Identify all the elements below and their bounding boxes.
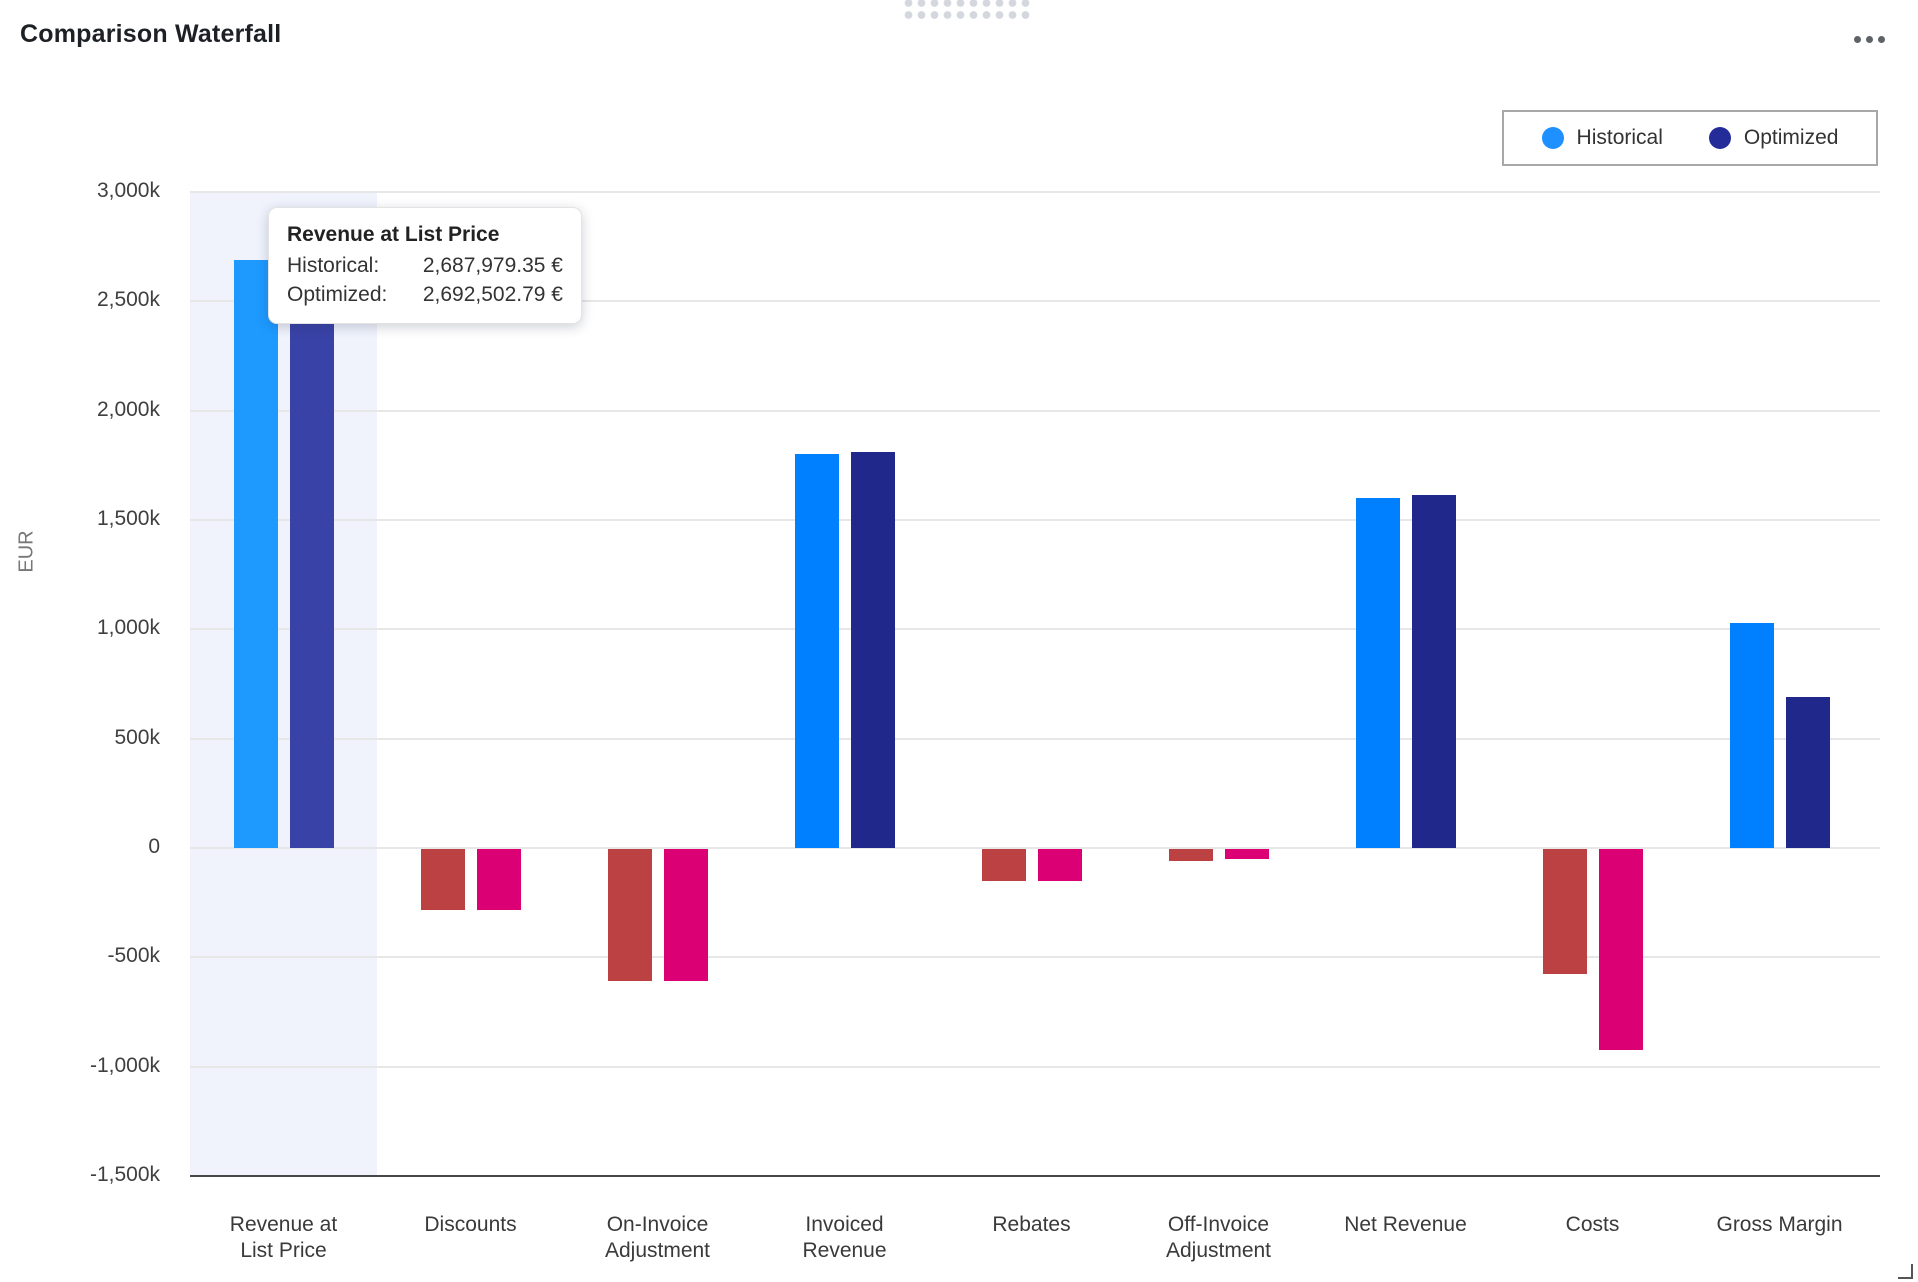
ellipsis-icon <box>1877 35 1885 43</box>
bar-optimized-7[interactable] <box>1598 849 1643 1051</box>
drag-handle-dots-icon[interactable] <box>902 0 1032 21</box>
x-category-label: Gross Margin <box>1716 1213 1843 1236</box>
bar-historical-6[interactable] <box>1355 498 1400 848</box>
legend-label: Historical <box>1576 126 1663 149</box>
x-category-label: Revenue at List Price <box>229 1213 338 1263</box>
x-category-label: Off-Invoice Adjustment <box>1165 1213 1272 1263</box>
bar-historical-3[interactable] <box>794 454 839 848</box>
bar-historical-4[interactable] <box>981 849 1026 881</box>
bar-historical-1[interactable] <box>420 849 465 911</box>
gridline <box>190 956 1880 959</box>
y-tick-label: -1,000k <box>89 1053 160 1077</box>
legend-label: Optimized <box>1743 126 1839 149</box>
ellipsis-icon <box>1865 35 1873 43</box>
x-category-label: Costs <box>1565 1213 1620 1236</box>
bar-historical-5[interactable] <box>1168 849 1213 862</box>
bar-optimized-6[interactable] <box>1411 494 1456 848</box>
y-tick-label: 2,500k <box>96 288 160 312</box>
y-tick-label: 1,000k <box>96 616 160 640</box>
x-category-label: Net Revenue <box>1344 1213 1467 1236</box>
tooltip-label: Optimized: <box>287 282 388 306</box>
tooltip-title: Revenue at List Price <box>287 223 500 246</box>
x-category-label: Invoiced Revenue <box>802 1213 887 1263</box>
legend-item-historical[interactable]: Historical <box>1541 126 1663 150</box>
y-tick-label: 1,500k <box>96 507 160 530</box>
resize-handle[interactable] <box>1898 1264 1913 1279</box>
ellipsis-icon <box>1853 35 1861 43</box>
x-category-label: On-Invoice Adjustment <box>604 1213 711 1263</box>
tooltip-value: 2,692,502.79 € <box>422 282 563 306</box>
historical-series-dot-icon <box>1541 127 1564 149</box>
bar-historical-0[interactable] <box>233 260 278 848</box>
gridline <box>190 737 1880 740</box>
x-axis-line <box>190 1175 1880 1177</box>
legend-item-optimized[interactable]: Optimized <box>1708 126 1839 150</box>
gridline <box>190 300 1880 303</box>
x-category-label: Rebates <box>992 1213 1071 1236</box>
bar-optimized-3[interactable] <box>850 452 895 848</box>
gridline <box>190 847 1880 849</box>
y-tick-label: 2,000k <box>96 397 160 421</box>
highlighted-category-band <box>190 192 377 1176</box>
tooltip-row-optimized: Optimized: 2,692,502.79 € <box>287 281 563 310</box>
gridline <box>190 191 1880 193</box>
tooltip-value: 2,687,979.35 € <box>422 254 563 277</box>
legend: Historical Optimized <box>1502 110 1878 166</box>
bar-optimized-0[interactable] <box>289 259 334 848</box>
bar-optimized-2[interactable] <box>663 849 708 982</box>
bar-historical-8[interactable] <box>1729 622 1774 848</box>
bar-optimized-1[interactable] <box>476 849 521 911</box>
optimized-series-dot-icon <box>1708 127 1731 149</box>
bar-optimized-4[interactable] <box>1037 849 1082 881</box>
y-axis-title: EUR <box>15 530 38 573</box>
more-options-button[interactable] <box>1845 26 1893 52</box>
bar-optimized-5[interactable] <box>1224 849 1269 859</box>
x-category-label: Discounts <box>424 1213 517 1236</box>
tooltip-label: Historical: <box>287 254 380 277</box>
page-title: Comparison Waterfall <box>20 20 282 48</box>
gridline <box>190 519 1880 521</box>
tooltip: Revenue at List Price Historical: 2,687,… <box>268 207 582 325</box>
bar-historical-2[interactable] <box>607 849 652 982</box>
y-tick-label: 0 <box>148 835 160 858</box>
gridline <box>190 409 1880 412</box>
bar-historical-7[interactable] <box>1542 849 1587 974</box>
y-tick-label: -1,500k <box>89 1163 160 1186</box>
tooltip-row-historical: Historical: 2,687,979.35 € <box>287 252 563 281</box>
y-tick-label: 3,000k <box>96 179 160 202</box>
gridline <box>190 628 1880 631</box>
y-tick-label: 500k <box>114 725 160 749</box>
bar-optimized-8[interactable] <box>1785 697 1830 848</box>
gridline <box>190 1065 1880 1068</box>
y-tick-label: -500k <box>107 944 160 968</box>
